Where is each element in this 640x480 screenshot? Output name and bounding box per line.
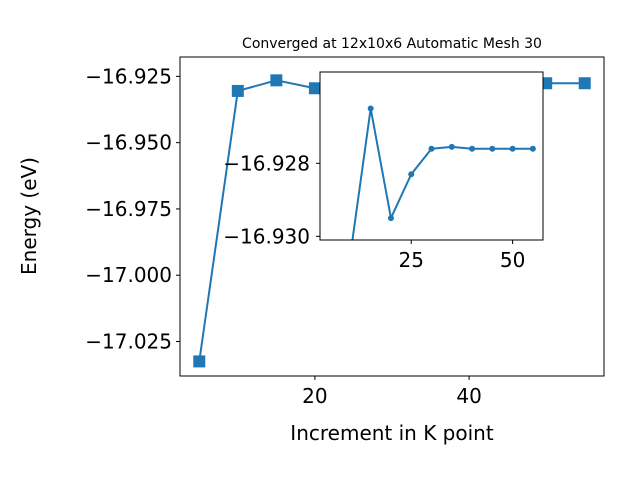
inset-data-point xyxy=(408,171,415,178)
main-data-point xyxy=(231,84,244,97)
main-y-tick-label: −16.950 xyxy=(85,131,172,155)
main-data-point xyxy=(270,74,283,87)
inset-plot: 25 50 −16.930 −16.928 xyxy=(223,71,544,272)
inset-plot-frame xyxy=(319,71,544,241)
inset-plot-area xyxy=(320,72,543,240)
y-axis-label: Energy (eV) xyxy=(17,157,41,275)
inset-x-tick-label: 50 xyxy=(500,248,525,272)
main-ticks: 20 40 −16.925 −16.950 −16.975 −17.000 −17.025 xyxy=(85,64,482,408)
main-data-point xyxy=(578,77,591,90)
main-y-tick-label: −17.025 xyxy=(85,330,172,354)
main-data-point xyxy=(308,82,321,95)
inset-ticks: 25 50 −16.930 −16.928 xyxy=(223,151,525,272)
main-y-tick-label: −16.925 xyxy=(85,64,172,88)
main-y-tick-label: −17.000 xyxy=(85,263,172,287)
main-x-tick-label: 20 xyxy=(302,384,327,408)
main-x-tick-label: 40 xyxy=(456,384,481,408)
inset-data-point xyxy=(529,145,536,152)
inset-data-point xyxy=(489,145,496,152)
chart-title: Converged at 12x10x6 Automatic Mesh 30 xyxy=(242,36,542,52)
inset-data-point xyxy=(509,145,516,152)
main-data-point xyxy=(193,355,206,368)
inset-data-point xyxy=(367,105,374,112)
inset-data-point xyxy=(469,145,476,152)
inset-data-point xyxy=(387,215,394,222)
inset-x-tick-label: 25 xyxy=(399,248,424,272)
main-y-tick-label: −16.975 xyxy=(85,197,172,221)
inset-y-tick-label: −16.928 xyxy=(223,151,310,175)
inset-y-tick-label: −16.930 xyxy=(223,224,310,248)
inset-data-point xyxy=(448,143,455,150)
inset-series xyxy=(351,105,536,240)
inset-series-line xyxy=(351,107,533,240)
inset-data-point xyxy=(428,145,435,152)
x-axis-label: Increment in K point xyxy=(290,421,494,445)
main-plot-frame xyxy=(179,56,605,377)
